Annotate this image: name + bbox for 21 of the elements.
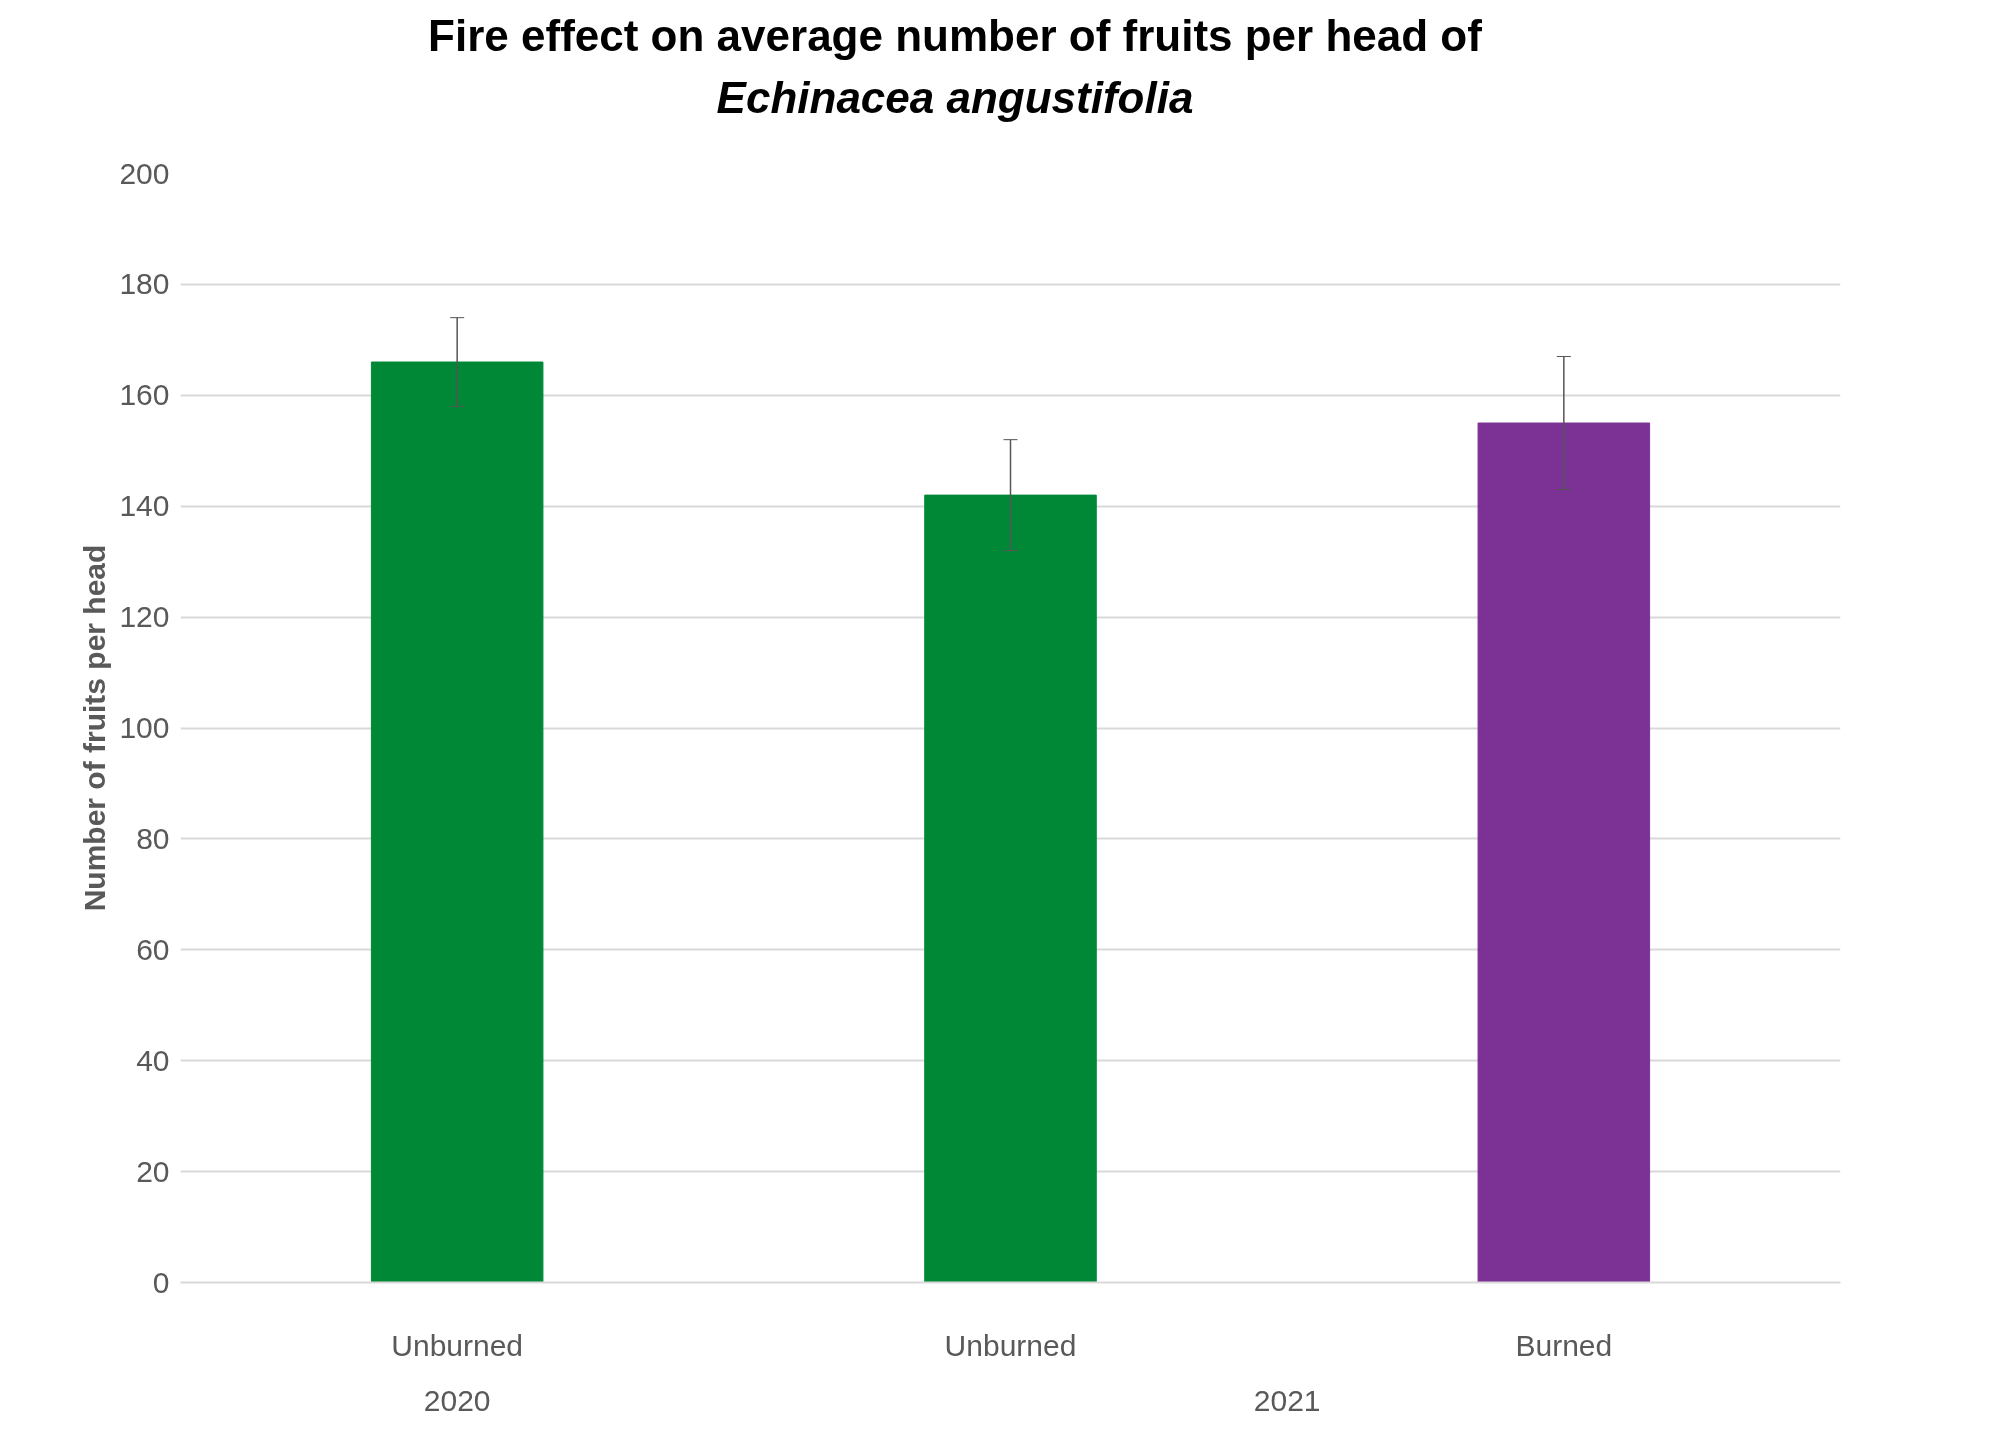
- text: 2021: [1253, 1383, 1321, 1417]
- y-tick-label: 200: [119, 156, 170, 190]
- y-tick-label: 120: [119, 600, 170, 634]
- y-tick-label: 0: [152, 1265, 170, 1299]
- y-tick-label: 160: [119, 378, 170, 412]
- x-tick-label: Unburned: [944, 1328, 1077, 1362]
- bar: [370, 361, 544, 1283]
- x-tick-label: Burned: [1515, 1328, 1613, 1362]
- y-tick-label: 60: [136, 932, 170, 966]
- text: 2020: [423, 1383, 491, 1417]
- y-tick-label: 20: [136, 1154, 170, 1188]
- bar: [1477, 422, 1651, 1283]
- y-tick-label: 100: [119, 711, 170, 745]
- chart-title: Fire effect on average number of fruits per head of Echinacea angustifolia: [428, 10, 1482, 124]
- bar: [924, 494, 1097, 1283]
- x-tick-label: Unburned: [391, 1328, 524, 1362]
- y-tick-label: 40: [136, 1043, 170, 1077]
- y-axis-title: Number of fruits per head: [78, 544, 112, 912]
- y-tick-label: 80: [136, 822, 170, 856]
- y-tick-label: 180: [119, 267, 170, 301]
- y-tick-label: 140: [119, 489, 170, 523]
